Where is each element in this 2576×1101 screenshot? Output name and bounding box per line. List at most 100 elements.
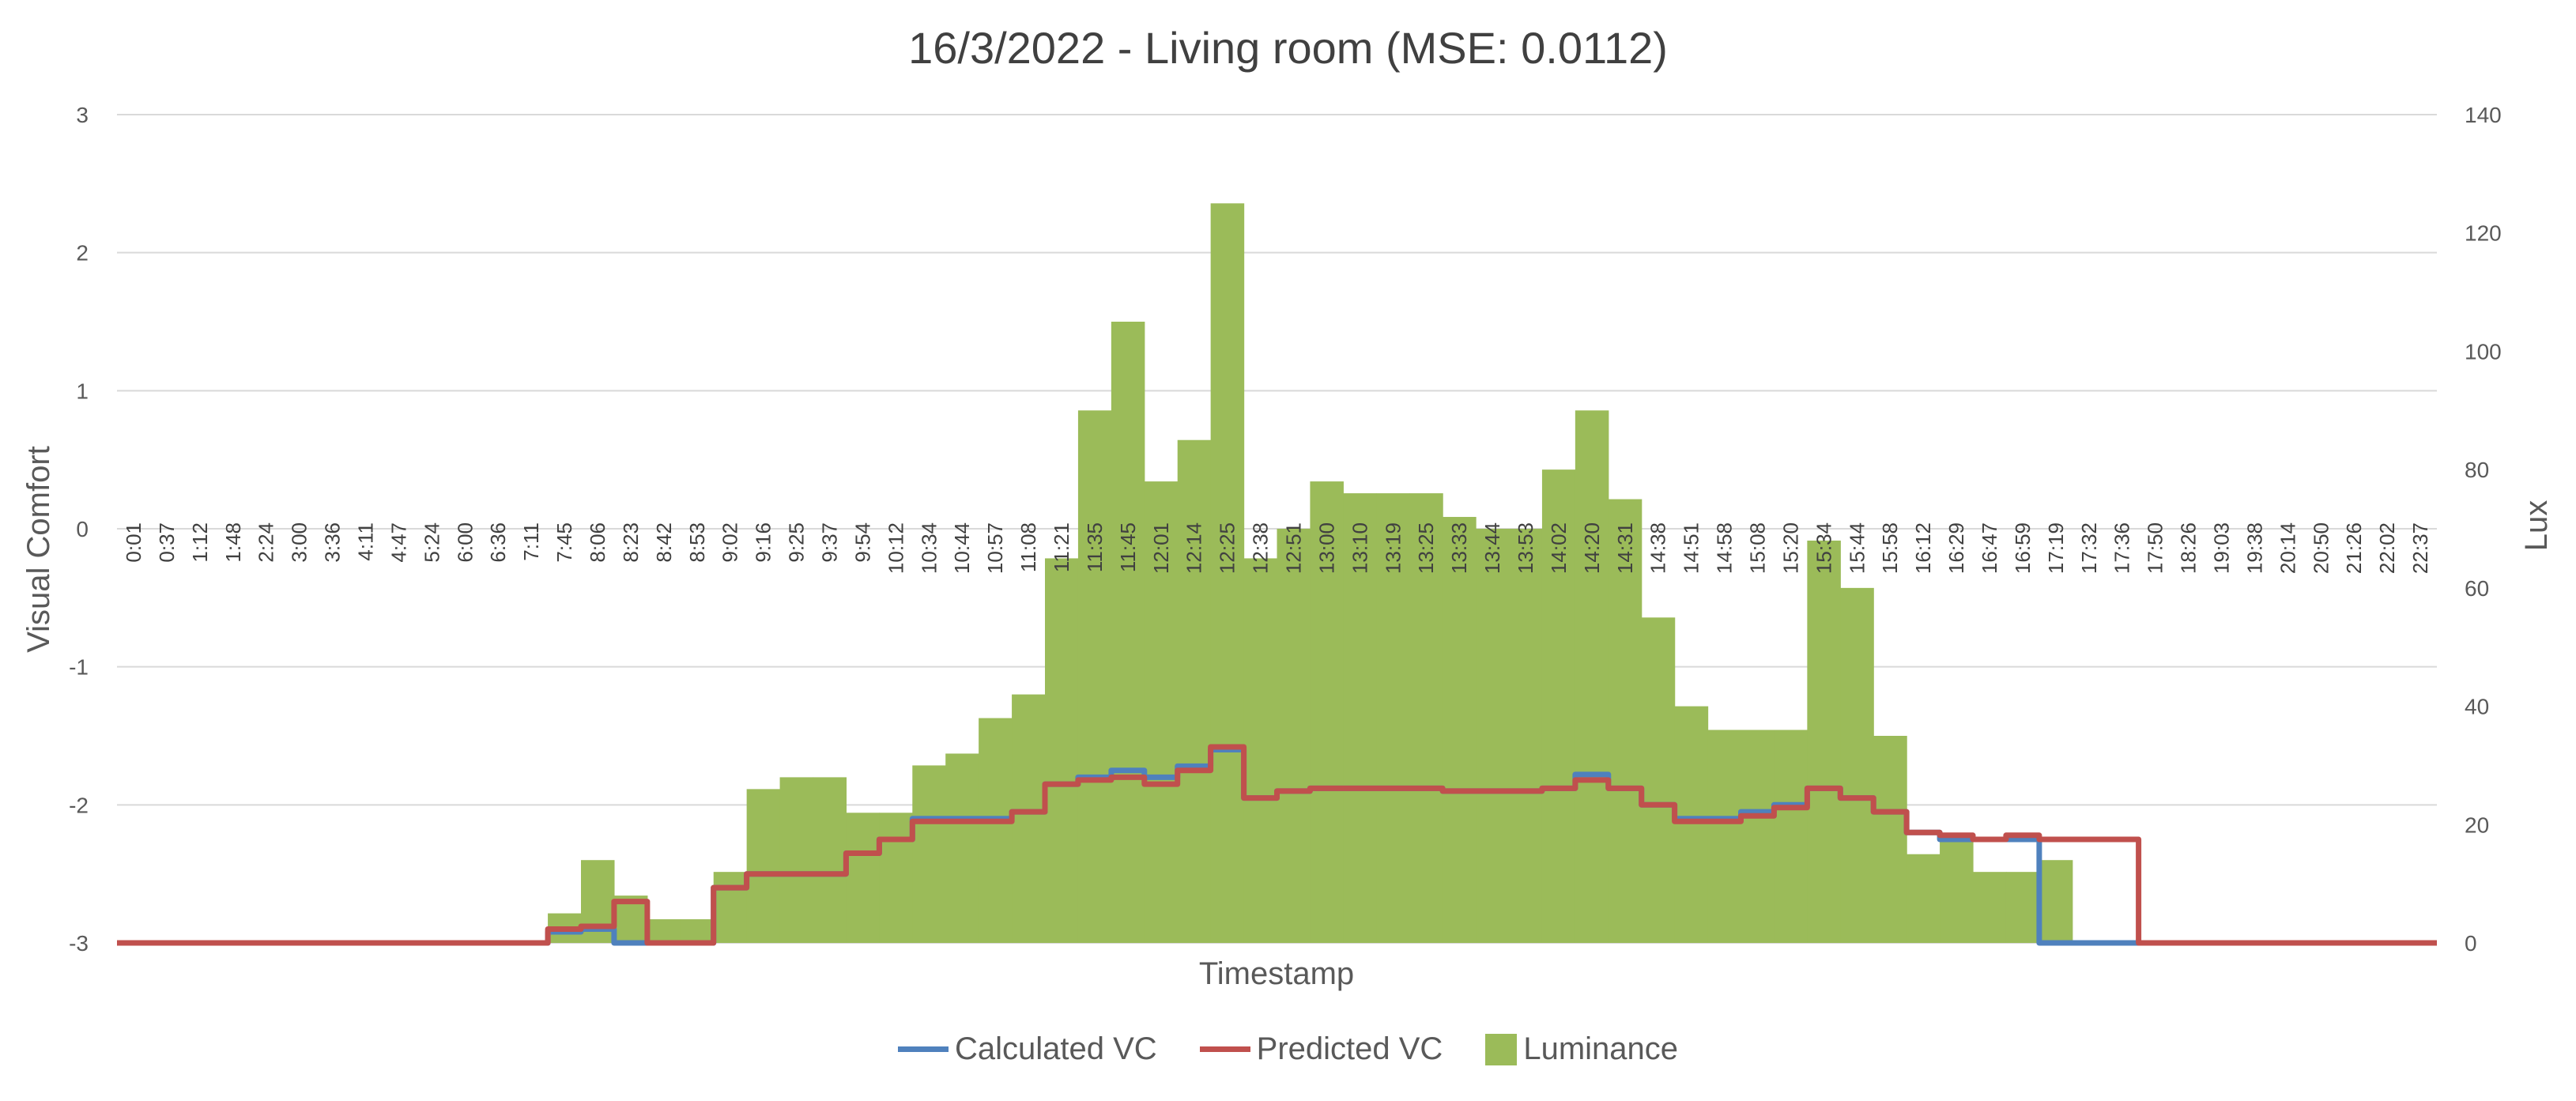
legend-label-predicted: Predicted VC: [1256, 1031, 1443, 1066]
x-tick-label: 15:34: [1812, 522, 1835, 574]
luminance-bar: [2039, 860, 2073, 943]
x-tick-label: 16:47: [1978, 522, 2001, 574]
x-tick-label: 21:26: [2342, 522, 2366, 574]
y-tick-label: -2: [69, 793, 89, 817]
x-tick-label: 16:59: [2011, 522, 2035, 574]
x-tick-label: 11:45: [1116, 522, 1140, 572]
y2-axis-title: Lux: [2519, 500, 2554, 552]
x-tick-label: 16:29: [1944, 522, 1968, 574]
x-tick-label: 12:14: [1182, 522, 1206, 574]
luminance-bar: [1973, 872, 2007, 943]
luminance-bar: [1541, 469, 1576, 943]
y2-axis-ticks: 140 120 100 80 60 40 20 0: [2465, 103, 2502, 956]
x-tick-label: 11:35: [1083, 522, 1107, 572]
x-tick-label: 13:00: [1314, 522, 1338, 574]
luminance-bar: [1277, 529, 1311, 943]
y2-tick-label: 60: [2465, 576, 2489, 601]
luminance-bar: [1144, 481, 1179, 943]
legend-item-calculated[interactable]: Calculated VC: [897, 1031, 1157, 1067]
y2-tick-label: 140: [2465, 103, 2502, 127]
luminance-bar: [746, 789, 781, 943]
y2-tick-label: 100: [2465, 339, 2502, 364]
luminance-bar: [813, 777, 847, 943]
legend-label-calculated: Calculated VC: [954, 1031, 1157, 1066]
luminance-bar: [1310, 481, 1344, 943]
y-axis-ticks: 3 2 1 0 -1 -2 -3: [69, 103, 89, 956]
luminance-bar: [1940, 836, 1974, 943]
x-tick-label: 4:47: [387, 522, 410, 563]
y-tick-label: 3: [76, 103, 89, 127]
luminance-bar: [1243, 558, 1278, 943]
luminance-bar: [979, 718, 1013, 943]
legend-item-luminance[interactable]: Luminance: [1485, 1031, 1678, 1067]
luminance-bar: [1641, 617, 1676, 943]
luminance-bar: [713, 872, 748, 943]
x-tick-label: 3:00: [288, 522, 311, 563]
x-axis-ticks: 0:01 0:37 1:12 1:48 2:24 3:00 3:36 4:11 4:47 5:24…: [122, 522, 2432, 574]
x-tick-label: 2:24: [255, 522, 278, 563]
x-tick-label: 17:36: [2110, 522, 2134, 574]
x-tick-label: 14:51: [1680, 522, 1703, 574]
x-tick-label: 22:37: [2408, 522, 2432, 574]
y-axis-title: Visual Comfort: [21, 446, 56, 653]
x-tick-label: 20:14: [2276, 522, 2299, 574]
x-tick-label: 12:51: [1282, 522, 1306, 574]
x-tick-label: 6:00: [453, 522, 477, 563]
y-tick-label: 1: [76, 379, 89, 403]
luminance-bar: [1707, 730, 1742, 943]
x-tick-label: 17:32: [2077, 522, 2101, 574]
legend-item-predicted[interactable]: Predicted VC: [1199, 1031, 1443, 1067]
x-tick-label: 14:31: [1613, 522, 1637, 574]
luminance-bar: [1177, 439, 1212, 943]
luminance-bar: [1575, 410, 1609, 943]
luminance-bar: [1873, 736, 1907, 943]
luminance-bar: [779, 777, 814, 943]
y2-tick-label: 80: [2465, 458, 2489, 482]
luminance-bar: [846, 813, 880, 943]
luminance-bar: [1376, 493, 1410, 943]
luminance-bar: [1774, 730, 1808, 943]
y-tick-label: -3: [69, 931, 89, 956]
x-tick-label: 15:44: [1845, 522, 1869, 574]
luminance-bar: [1840, 587, 1874, 943]
x-tick-label: 1:12: [188, 522, 212, 563]
luminance-bar: [680, 919, 715, 943]
luminance-bar: [1343, 493, 1377, 943]
x-tick-label: 8:06: [586, 522, 609, 563]
luminance-bar: [912, 765, 946, 943]
x-tick-label: 14:02: [1547, 522, 1571, 574]
y2-tick-label: 120: [2465, 221, 2502, 246]
y-tick-label: 2: [76, 241, 89, 266]
predicted-vc-line: [117, 744, 2437, 946]
x-tick-label: 0:37: [155, 522, 179, 563]
luminance-bar: [1807, 540, 1841, 943]
luminance-bar: [647, 919, 681, 943]
luminance-bar: [2005, 872, 2040, 943]
luminance-bar: [1741, 730, 1775, 943]
x-tick-label: 5:24: [420, 522, 443, 563]
x-tick-label: 13:53: [1514, 522, 1537, 574]
luminance-bar: [1045, 558, 1079, 943]
x-tick-label: 13:25: [1414, 522, 1438, 574]
x-tick-label: 9:02: [718, 522, 742, 563]
x-tick-label: 7:11: [519, 522, 543, 561]
x-tick-label: 9:16: [752, 522, 775, 563]
legend-swatch-calculated: [897, 1046, 949, 1052]
x-tick-label: 19:03: [2210, 522, 2234, 574]
x-tick-label: 18:26: [2177, 522, 2201, 574]
x-tick-label: 12:38: [1249, 522, 1273, 574]
x-tick-label: 11:08: [1016, 522, 1040, 572]
x-tick-label: 13:44: [1480, 522, 1504, 574]
x-tick-label: 10:12: [884, 522, 907, 574]
x-tick-label: 10:44: [950, 522, 974, 574]
x-tick-label: 9:25: [785, 522, 809, 563]
x-tick-label: 13:10: [1348, 522, 1371, 574]
x-tick-label: 19:38: [2242, 522, 2266, 574]
x-tick-label: 7:45: [553, 522, 576, 563]
x-tick-label: 15:20: [1778, 522, 1802, 574]
luminance-bar: [945, 753, 979, 943]
legend-swatch-predicted: [1199, 1046, 1250, 1052]
x-tick-label: 8:23: [619, 522, 643, 563]
x-tick-label: 6:36: [486, 522, 510, 563]
x-tick-label: 8:53: [685, 522, 709, 563]
